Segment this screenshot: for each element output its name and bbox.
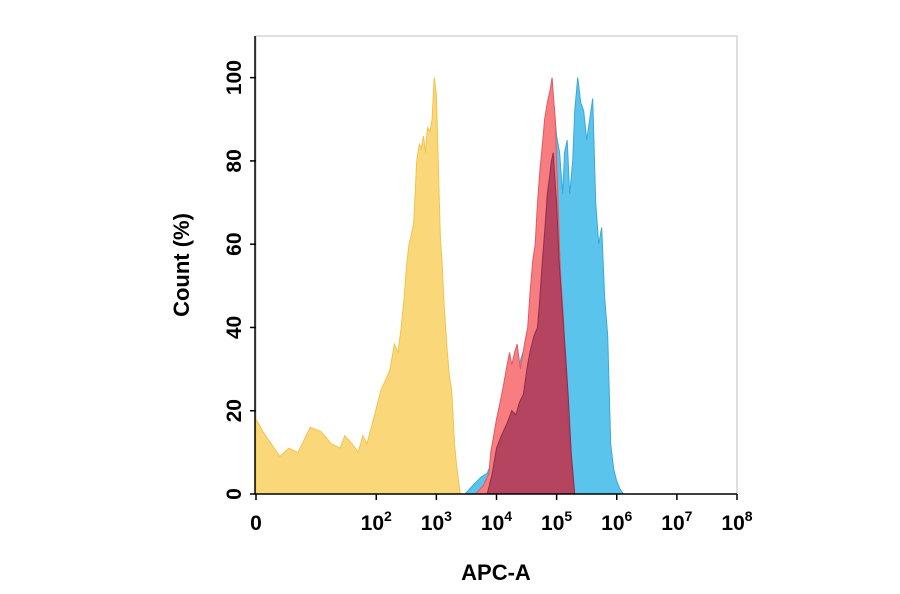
x-axis-title: APC-A: [461, 560, 531, 585]
y-tick-label: 100: [223, 60, 246, 95]
histogram-series-3: [486, 152, 576, 495]
x-ticks: 0 102 103 104 105 106 107 108: [250, 494, 753, 535]
x-tick-label: 102: [361, 508, 392, 535]
y-tick-label: 0: [223, 488, 246, 500]
x-tick-label: 106: [601, 508, 632, 535]
series-layer: [255, 77, 625, 495]
x-tick-label: 0: [250, 512, 262, 535]
x-tick-label: 108: [721, 508, 752, 535]
y-tick-label: 20: [223, 399, 246, 422]
y-tick-label: 40: [223, 316, 246, 339]
y-tick-label: 60: [223, 233, 246, 256]
histogram-series-4: [255, 77, 461, 495]
x-tick-label: 103: [421, 508, 452, 535]
y-ticks: 0 20 40 60 80 100: [223, 60, 256, 500]
x-tick-label: 107: [661, 508, 692, 535]
y-axis-title: Count (%): [169, 213, 194, 317]
y-tick-label: 80: [223, 149, 246, 172]
x-tick-label: 104: [481, 508, 512, 535]
x-tick-label: 105: [541, 508, 572, 535]
